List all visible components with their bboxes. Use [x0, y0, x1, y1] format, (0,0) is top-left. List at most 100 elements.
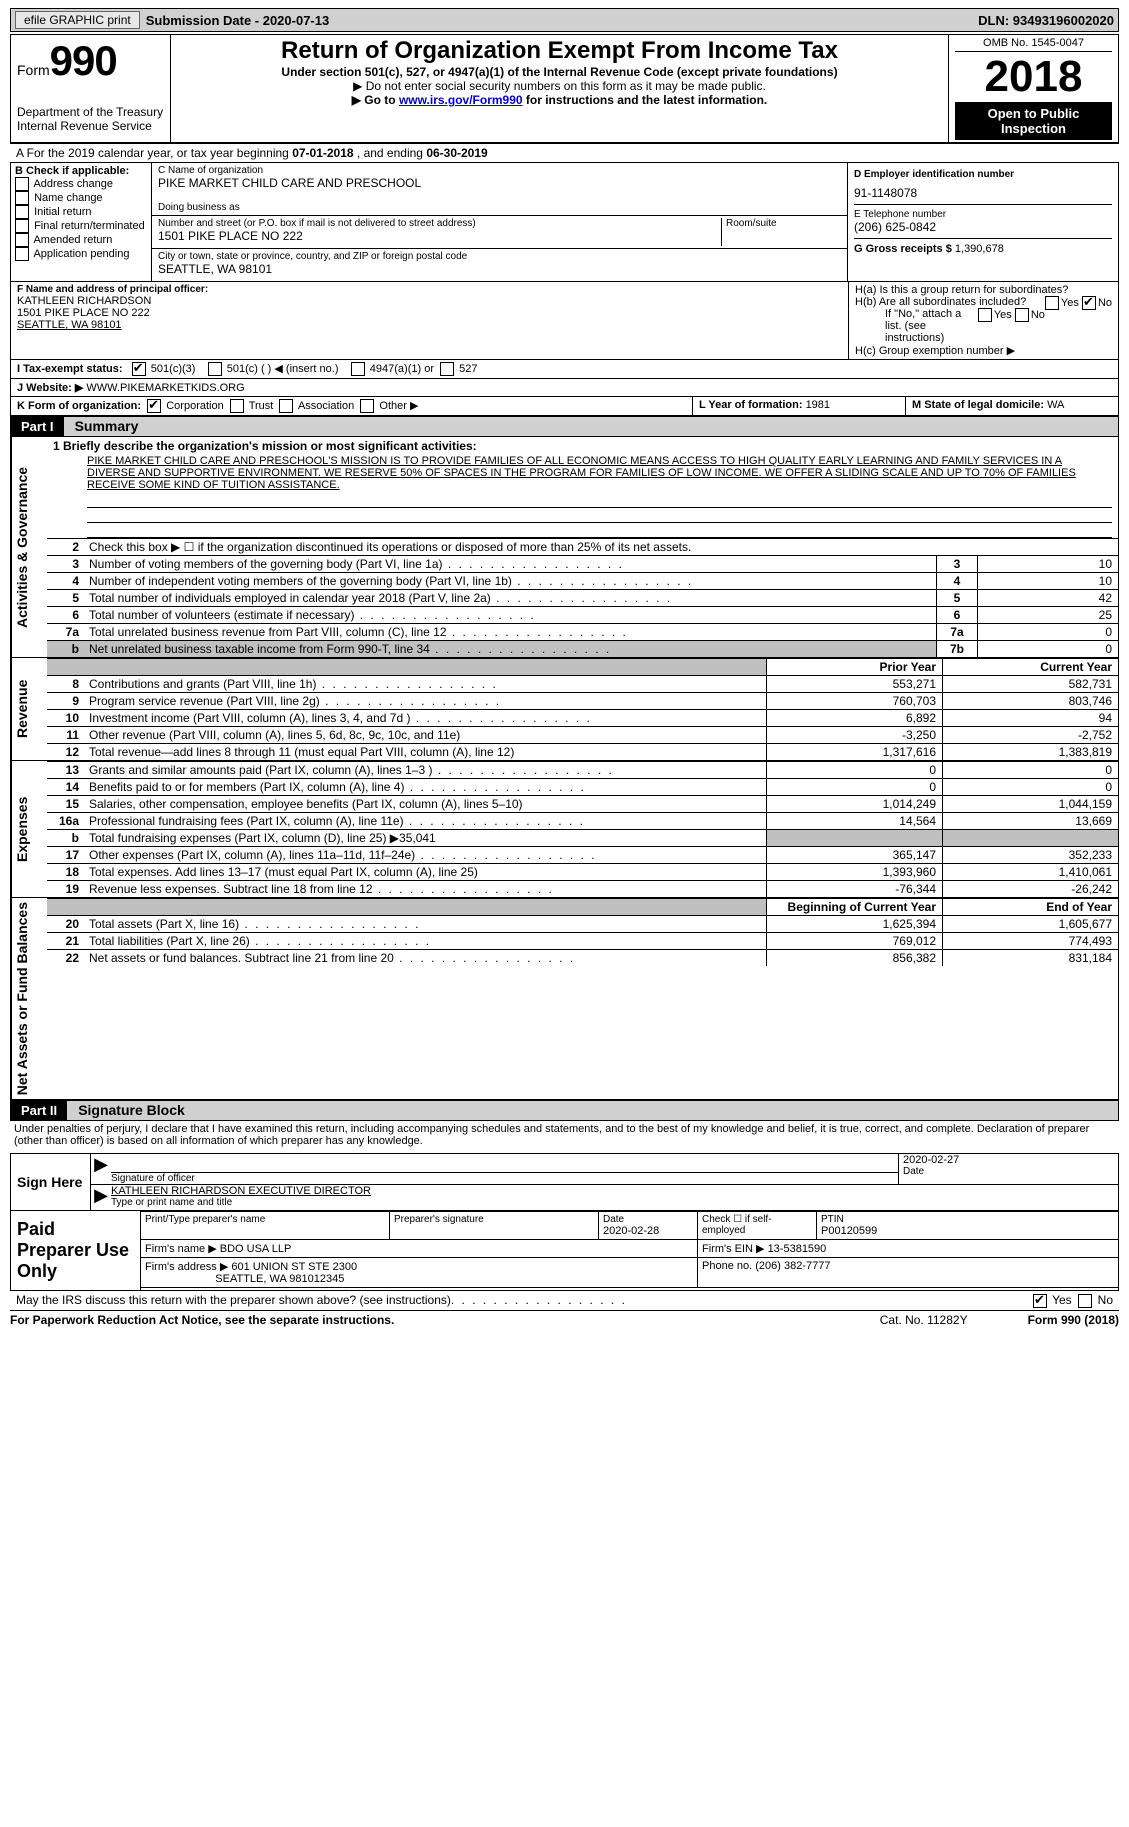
signature-block: Sign Here ▶ Signature of officer 2020-02… — [10, 1153, 1119, 1211]
street-address: 1501 PIKE PLACE NO 222 — [158, 229, 721, 243]
py16b-shade — [767, 830, 943, 847]
revenue-table: Prior YearCurrent Year 8Contributions an… — [47, 658, 1118, 760]
officer-lbl: F Name and address of principal officer: — [17, 284, 208, 295]
row-j-website: J Website: ▶ WWW.PIKEMARKETKIDS.ORG — [10, 379, 1119, 397]
discuss-yes[interactable] — [1033, 1294, 1047, 1308]
efile-topbar: efile GRAPHIC print Submission Date - 20… — [10, 8, 1119, 32]
j-label: J Website: ▶ — [17, 382, 83, 394]
chk-app-pending[interactable]: Application pending — [15, 247, 147, 261]
val4: 10 — [978, 573, 1119, 590]
expenses-section: Expenses 13Grants and similar amounts pa… — [10, 761, 1119, 898]
e21: 774,493 — [943, 933, 1119, 950]
chk-other[interactable] — [360, 399, 374, 413]
val7b: 0 — [978, 641, 1119, 658]
form-subtitle: Under section 501(c), 527, or 4947(a)(1)… — [177, 65, 942, 79]
b-title: B Check if applicable: — [15, 165, 129, 177]
b21: 769,012 — [767, 933, 943, 950]
val5: 42 — [978, 590, 1119, 607]
py14: 0 — [767, 779, 943, 796]
py16a: 14,564 — [767, 813, 943, 830]
line16a: Professional fundraising fees (Part IX, … — [85, 813, 767, 830]
chk-527[interactable] — [440, 362, 454, 376]
goto-post: for instructions and the latest informat… — [523, 93, 768, 107]
section-c-name-addr: C Name of organization PIKE MARKET CHILD… — [151, 163, 848, 281]
chk-corp[interactable] — [147, 399, 161, 413]
hb-label: H(b) Are all subordinates included? — [855, 296, 1026, 308]
dln: DLN: 93493196002020 — [978, 13, 1114, 28]
part1-title: Summary — [67, 418, 139, 434]
officer-signature-line[interactable] — [111, 1154, 898, 1173]
ptin-lbl: PTIN — [821, 1214, 1114, 1225]
officer-name-title: KATHLEEN RICHARDSON EXECUTIVE DIRECTOR — [111, 1185, 898, 1197]
chk-501c[interactable] — [208, 362, 222, 376]
discuss-preparer-line: May the IRS discuss this return with the… — [10, 1291, 1119, 1311]
line4: Number of independent voting members of … — [85, 573, 937, 590]
vlabel-rev: Revenue — [11, 658, 47, 760]
line13: Grants and similar amounts paid (Part IX… — [85, 762, 767, 779]
perjury-statement: Under penalties of perjury, I declare th… — [10, 1121, 1119, 1149]
k-label: K Form of organization: — [17, 400, 141, 412]
sign-here-label: Sign Here — [11, 1154, 91, 1210]
chk-trust[interactable] — [230, 399, 244, 413]
py10: 6,892 — [767, 710, 943, 727]
city-state-zip: SEATTLE, WA 98101 — [158, 262, 841, 276]
chk-name-change[interactable]: Name change — [15, 191, 147, 205]
mission-text: PIKE MARKET CHILD CARE AND PRESCHOOL'S M… — [47, 455, 1118, 493]
section-h: H(a) Is this a group return for subordin… — [848, 282, 1118, 359]
line15: Salaries, other compensation, employee b… — [85, 796, 767, 813]
form-number: Form990 — [17, 37, 164, 85]
line5: Total number of individuals employed in … — [85, 590, 937, 607]
row-f-h: F Name and address of principal officer:… — [10, 282, 1119, 360]
line17: Other expenses (Part IX, column (A), lin… — [85, 847, 767, 864]
py19: -76,344 — [767, 881, 943, 898]
chk-address-change[interactable]: Address change — [15, 177, 147, 191]
prep-self-emp[interactable]: Check ☐ if self-employed — [702, 1214, 812, 1236]
chk-initial-return[interactable]: Initial return — [15, 205, 147, 219]
hb-yes[interactable] — [978, 308, 992, 322]
gross-receipts-lbl: G Gross receipts $ — [854, 243, 955, 255]
vlabel-ag: Activities & Governance — [11, 437, 47, 657]
ha-label: H(a) Is this a group return for subordin… — [855, 284, 1068, 296]
py9: 760,703 — [767, 693, 943, 710]
line18: Total expenses. Add lines 13–17 (must eq… — [85, 864, 767, 881]
ha-yes[interactable] — [1045, 296, 1059, 310]
py17: 365,147 — [767, 847, 943, 864]
line20: Total assets (Part X, line 16) — [85, 916, 767, 933]
net-assets-table: Beginning of Current YearEnd of Year 20T… — [47, 898, 1118, 966]
prep-sig-lbl: Preparer's signature — [394, 1214, 594, 1225]
hb-no[interactable] — [1015, 308, 1029, 322]
chk-assoc[interactable] — [279, 399, 293, 413]
cat-no: Cat. No. 11282Y — [880, 1313, 968, 1327]
line12: Total revenue—add lines 8 through 11 (mu… — [85, 744, 767, 761]
cy19: -26,242 — [943, 881, 1119, 898]
sig-officer-lbl: Signature of officer — [111, 1173, 898, 1184]
line22: Net assets or fund balances. Subtract li… — [85, 950, 767, 967]
c-name-lbl: C Name of organization — [158, 165, 841, 176]
py15: 1,014,249 — [767, 796, 943, 813]
pra-notice: For Paperwork Reduction Act Notice, see … — [10, 1313, 394, 1327]
note-goto: ▶ Go to www.irs.gov/Form990 for instruct… — [177, 93, 942, 107]
line19: Revenue less expenses. Subtract line 18 … — [85, 881, 767, 898]
omb-number: OMB No. 1545-0047 — [955, 37, 1112, 52]
tax-year: 2018 — [955, 52, 1112, 102]
irs-link[interactable]: www.irs.gov/Form990 — [399, 93, 523, 107]
cy13: 0 — [943, 762, 1119, 779]
firm-name-lbl: Firm's name ▶ — [145, 1243, 217, 1255]
efile-label: efile GRAPHIC print — [15, 11, 140, 29]
phone-value: (206) 625-0842 — [854, 220, 1112, 234]
chk-4947[interactable] — [351, 362, 365, 376]
line-a-mid: , and ending — [354, 146, 427, 160]
discuss-no[interactable] — [1078, 1294, 1092, 1308]
chk-501c3[interactable] — [132, 362, 146, 376]
chk-amended[interactable]: Amended return — [15, 233, 147, 247]
py13: 0 — [767, 762, 943, 779]
cy8: 582,731 — [943, 676, 1119, 693]
ein-value: 91-1148078 — [854, 186, 1112, 200]
form-num: 990 — [50, 37, 117, 84]
line11: Other revenue (Part VIII, column (A), li… — [85, 727, 767, 744]
chk-final-return[interactable]: Final return/terminated — [15, 219, 147, 233]
l-label: L Year of formation: — [699, 399, 806, 411]
line14: Benefits paid to or for members (Part IX… — [85, 779, 767, 796]
footer: For Paperwork Reduction Act Notice, see … — [10, 1311, 1119, 1329]
ha-no[interactable] — [1082, 296, 1096, 310]
